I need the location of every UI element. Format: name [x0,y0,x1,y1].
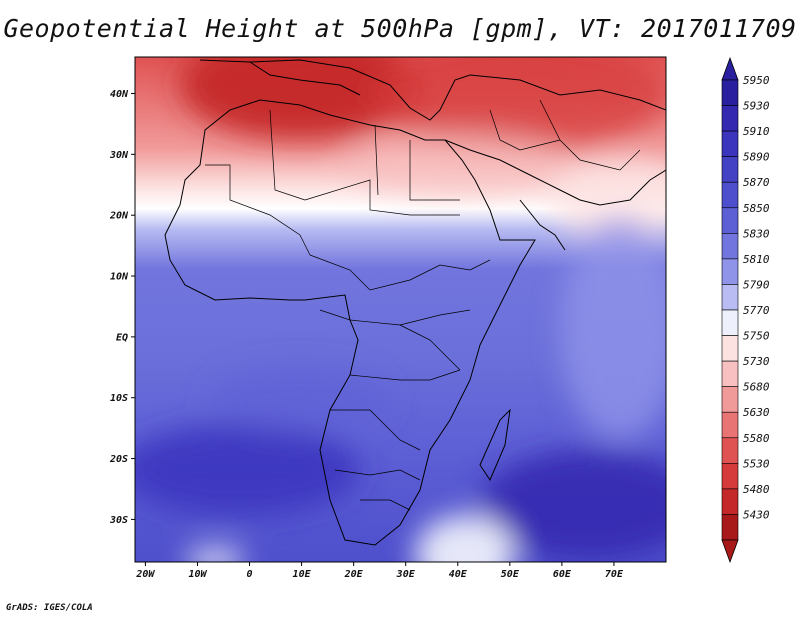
country-borders [205,99,641,511]
colorbar-swatch [721,284,739,311]
colorbar-label: 5810 [743,253,770,266]
colorbar-label: 5680 [743,381,770,394]
lon-tick-label: 30E [396,569,416,580]
colorbar-swatch [721,309,739,336]
colorbar-label: 5950 [743,74,770,87]
colorbar-label: 5630 [743,406,770,419]
colorbar-label: 5770 [743,304,770,317]
colorbar-label: 5730 [743,355,770,368]
colorbar-swatch [721,156,739,183]
chart-title: Geopotential Height at 500hPa [gpm], VT:… [3,14,797,43]
lon-tick-label: 10E [293,569,312,580]
lat-tick-label: 20N [109,211,129,222]
colorbar-label: 5750 [743,330,770,343]
colorbar-label: 5430 [743,508,770,521]
colorbar-swatch [721,514,739,541]
colorbar-label: 5930 [743,100,770,113]
colorbar-label: 5890 [743,151,770,164]
colorbar-label: 5870 [743,176,770,189]
lat-tick-label: 40N [110,89,129,100]
coastlines [164,59,666,546]
colorbar-top-arrow [721,56,739,81]
lon-tick-label: 40E [449,569,468,580]
colorbar-bottom-arrow [721,539,739,564]
colorbar-label: 5830 [743,227,770,240]
colorbar-swatch [721,360,739,387]
colorbar: 5950 5930 5910 5890 5870 5850 5830 5810 5790 5770… [721,56,770,564]
colorbar-swatch [721,488,739,515]
colorbar-swatch [721,105,739,132]
latitude-axis: 40N 30N 20N 10N EQ 10S 20S 30S [109,89,135,526]
lon-tick-label: 60E [553,569,572,580]
lon-tick-label: 20W [135,569,155,580]
colorbar-label: 5910 [743,125,770,138]
footer-credit: GrADS: IGES/COLA [6,603,93,613]
colorbar-label: 5580 [743,432,770,445]
lon-tick-label: 10W [188,569,207,580]
lon-tick-label: 70E [605,569,624,580]
lat-tick-label: 10S [110,393,128,404]
lon-tick-label: 0 [247,569,253,580]
colorbar-swatch [721,437,739,464]
map-frame [134,56,667,563]
colorbar-swatch [721,258,739,285]
colorbar-label: 5790 [743,278,770,291]
height-field [135,57,666,562]
lat-tick-label: EQ [116,332,128,343]
colorbar-label: 5530 [743,457,770,470]
longitude-axis: 20W 10W 0 10E 20E 30E 40E 50E 60E 70E [135,562,624,580]
colorbar-swatch [721,335,739,362]
colorbar-swatch [721,79,739,106]
colorbar-swatch [721,130,739,157]
colorbar-swatch [721,181,739,209]
lon-tick-label: 50E [501,569,520,580]
lat-tick-label: 30S [109,515,128,526]
colorbar-swatch [721,463,739,490]
lat-tick-label: 20S [109,454,128,465]
colorbar-swatch [721,386,739,413]
lon-tick-label: 20E [344,569,364,580]
colorbar-swatch [721,233,739,260]
colorbar-label: 5850 [743,202,770,215]
colorbar-swatch [721,207,739,234]
colorbar-swatch [721,411,739,439]
colorbar-label: 5480 [743,483,770,496]
lat-tick-label: 10N [110,272,129,283]
lat-tick-label: 30N [109,150,129,161]
